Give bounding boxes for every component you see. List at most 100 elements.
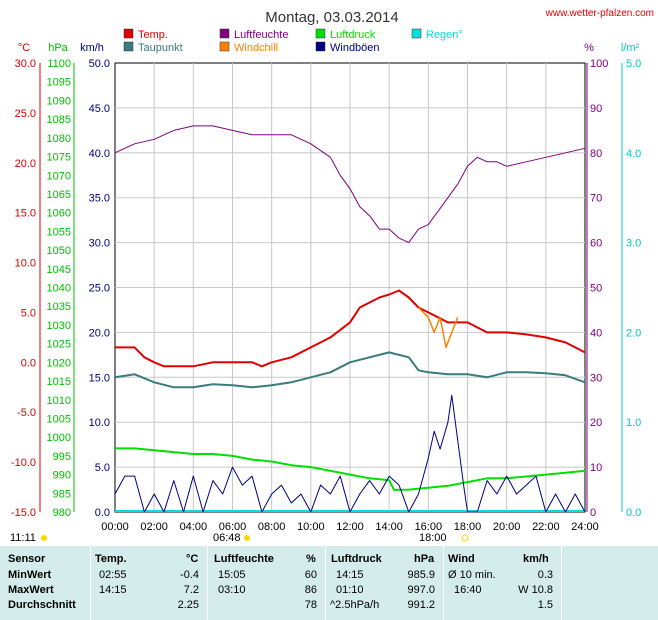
humidity-tick-label: 40 — [590, 327, 602, 339]
pressure-tick-label: 1020 — [47, 357, 71, 369]
pressure-tick-label: 1060 — [47, 208, 71, 220]
sunrise-icon — [244, 535, 250, 541]
wind-tick-label: 50.0 — [89, 58, 110, 70]
time-tick-label: 24:00 — [571, 521, 599, 533]
wind-tick-label: 15.0 — [89, 372, 110, 384]
table-divider — [561, 546, 562, 620]
humidity-time: 03:10 — [218, 584, 246, 596]
pressure-tick-label: 1030 — [47, 320, 71, 332]
wind-tick-label: 25.0 — [89, 283, 110, 295]
header-wind-unit: km/h — [523, 553, 549, 565]
series-windchill — [417, 306, 459, 349]
wind-tick-label: 20.0 — [89, 327, 110, 339]
pressure-value: 985.9 — [407, 569, 435, 581]
sun-markers: 11:11 06:48 18:00 — [10, 532, 469, 544]
temp-tick-label: 0.0 — [21, 357, 36, 369]
pressure-tick-label: 1085 — [47, 114, 71, 126]
pressure-axis-unit: hPa — [48, 42, 68, 54]
row-label: MinWert — [8, 569, 52, 581]
header-wind: Wind — [448, 553, 475, 565]
wind-value: 1.5 — [537, 599, 553, 611]
temp-tick-label: -15.0 — [11, 507, 36, 519]
wind-tick-label: 40.0 — [89, 148, 110, 160]
pressure-tick-label: 1070 — [47, 170, 71, 182]
humidity-value: 60 — [304, 569, 317, 581]
pressure-tick-label: 995 — [53, 451, 71, 463]
temp-tick-label: -5.0 — [17, 407, 36, 419]
rain-tick-label: 2.0 — [626, 327, 641, 339]
wind-value: W 10.8 — [518, 584, 553, 596]
stats-table: Sensor Temp. °C Luftfeuchte % Luftdruck … — [0, 546, 658, 620]
pressure-tick-label: 1015 — [47, 376, 71, 388]
pressure-tick-label: 980 — [53, 507, 71, 519]
pressure-tick-label: 1100 — [47, 58, 71, 70]
pressure-time: 01:10 — [336, 584, 364, 596]
time-tick-label: 12:00 — [336, 521, 364, 533]
humidity-tick-label: 80 — [590, 148, 602, 160]
legend-label: Taupunkt — [138, 42, 183, 54]
temp-value: 7.2 — [183, 584, 199, 596]
temp-tick-label: 20.0 — [15, 158, 36, 170]
time-tick-label: 10:00 — [297, 521, 325, 533]
pressure-tick-label: 1010 — [47, 395, 71, 407]
table-row: Durchschnitt 2.25 78 ^2.5hPa/h 991.2 1.5 — [0, 599, 658, 614]
humidity-tick-label: 100 — [590, 58, 608, 70]
pressure-value: 997.0 — [407, 584, 435, 596]
header-temp-unit: °C — [186, 553, 199, 565]
humidity-tick-label: 0 — [590, 507, 596, 519]
table-row: MaxWert 14:15 7.2 03:10 86 01:10 997.0 1… — [0, 584, 658, 599]
rain-tick-label: 3.0 — [626, 238, 641, 250]
series-windben — [114, 394, 586, 513]
table-divider — [90, 546, 91, 620]
table-divider — [207, 546, 208, 620]
table-divider — [443, 546, 444, 620]
legend-swatch — [219, 41, 230, 52]
rain-axis-unit: l/m² — [621, 42, 640, 54]
header-pressure-unit: hPa — [414, 553, 435, 565]
pressure-tick-label: 1090 — [47, 95, 71, 107]
table-header-row: Sensor Temp. °C Luftfeuchte % Luftdruck … — [0, 553, 658, 568]
humidity-tick-label: 20 — [590, 417, 602, 429]
sunrise-label: 06:48 — [213, 532, 241, 544]
time-tick-label: 20:00 — [493, 521, 521, 533]
humidity-tick-label: 60 — [590, 238, 602, 250]
sunset-label: 18:00 — [419, 532, 447, 544]
rain-tick-label: 5.0 — [626, 58, 641, 70]
temp-time: 02:55 — [99, 569, 127, 581]
pressure-trend: ^2.5hPa/h — [330, 599, 380, 611]
legend-label: Windchill — [234, 42, 278, 54]
table-row: MinWert 02:55 -0.4 15:05 60 14:15 985.9 … — [0, 569, 658, 584]
humidity-axis-unit: % — [584, 42, 594, 54]
pressure-tick-label: 1005 — [47, 413, 71, 425]
rain-tick-label: 0.0 — [626, 507, 641, 519]
wind-tick-label: 0.0 — [95, 507, 110, 519]
humidity-tick-label: 70 — [590, 193, 602, 205]
sunset-icon — [461, 534, 469, 542]
temp-tick-label: 5.0 — [21, 307, 36, 319]
wind-tick-label: 10.0 — [89, 417, 110, 429]
wind-time: 16:40 — [454, 584, 482, 596]
time-tick-label: 14:00 — [375, 521, 403, 533]
wind-tick-label: 45.0 — [89, 103, 110, 115]
legend-label: Regen° — [426, 29, 463, 41]
pressure-tick-label: 1055 — [47, 226, 71, 238]
chart-title: Montag, 03.03.2014 — [265, 9, 398, 26]
humidity-tick-label: 90 — [590, 103, 602, 115]
pressure-tick-label: 1000 — [47, 432, 71, 444]
pressure-time: 14:15 — [336, 569, 364, 581]
series-luftfeuchte — [114, 125, 586, 244]
header-temp: Temp. — [95, 553, 127, 565]
wind-tick-label: 35.0 — [89, 193, 110, 205]
temp-tick-label: 30.0 — [15, 58, 36, 70]
wind-axis-unit: km/h — [80, 42, 104, 54]
header-sensor: Sensor — [8, 553, 46, 565]
header-humidity: Luftfeuchte — [214, 553, 274, 565]
temp-tick-label: 25.0 — [15, 108, 36, 120]
series-luftdruck — [115, 447, 586, 491]
legend-swatch — [315, 28, 326, 39]
site-url: www.wetter-pfalzen.com — [545, 8, 654, 19]
row-label: MaxWert — [8, 584, 54, 596]
pressure-tick-label: 990 — [53, 470, 71, 482]
time-tick-label: 00:00 — [101, 521, 129, 533]
